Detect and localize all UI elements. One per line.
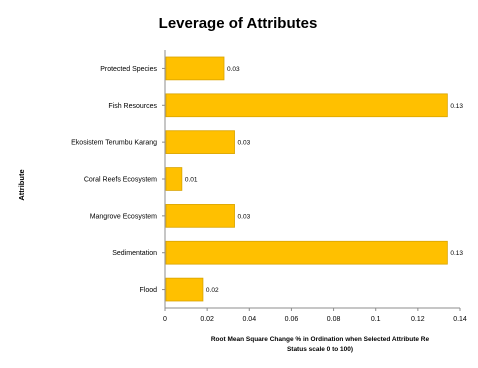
- x-tick-label: 0.14: [453, 316, 467, 323]
- x-tick-label: 0.02: [200, 316, 214, 323]
- y-tick-label: Fish Resources: [108, 103, 157, 110]
- y-tick-label: Protected Species: [100, 66, 157, 73]
- bar: [165, 167, 183, 191]
- bar: [165, 240, 448, 265]
- bar: [165, 93, 448, 118]
- data-label: 0.13: [450, 103, 463, 110]
- bar: [165, 204, 235, 228]
- x-tick-label: 0.04: [242, 316, 256, 323]
- chart-title: Leverage of Attributes: [159, 15, 318, 32]
- data-label: 0.03: [227, 66, 240, 73]
- x-tick-label: 0.08: [327, 316, 341, 323]
- bar: [165, 277, 204, 302]
- data-label: 0.03: [238, 213, 251, 220]
- data-label: 0.03: [238, 140, 251, 147]
- y-axis-label: Attribute: [17, 169, 26, 200]
- data-label: 0.01: [185, 177, 198, 184]
- plot-area: 0 0.02 0.04 0.06 0.08 0.1 0.12 0.14 Protected Sp…: [71, 50, 467, 323]
- x-tick-label: 0: [163, 316, 167, 323]
- y-tick-label: Mangrove Ecosystem: [90, 213, 157, 220]
- x-tick-label: 0.1: [371, 316, 381, 323]
- data-label: 0.13: [450, 250, 463, 257]
- x-axis-label-line-2: Status scale 0 to 100): [287, 346, 353, 353]
- y-tick-label: Sedimentation: [112, 250, 157, 257]
- x-tick-label: 0.12: [411, 316, 425, 323]
- x-tick-label: 0.06: [285, 316, 299, 323]
- data-label: 0.02: [206, 287, 219, 294]
- y-tick-label: Ekosistem Terumbu Karang: [71, 140, 157, 147]
- bar: [165, 130, 235, 154]
- x-axis-label-line-1: Root Mean Square Change % in Ordination …: [211, 336, 430, 343]
- y-tick-label: Coral Reefs Ecosystem: [84, 177, 157, 184]
- y-tick-label: Flood: [139, 287, 157, 294]
- bar: [165, 56, 225, 81]
